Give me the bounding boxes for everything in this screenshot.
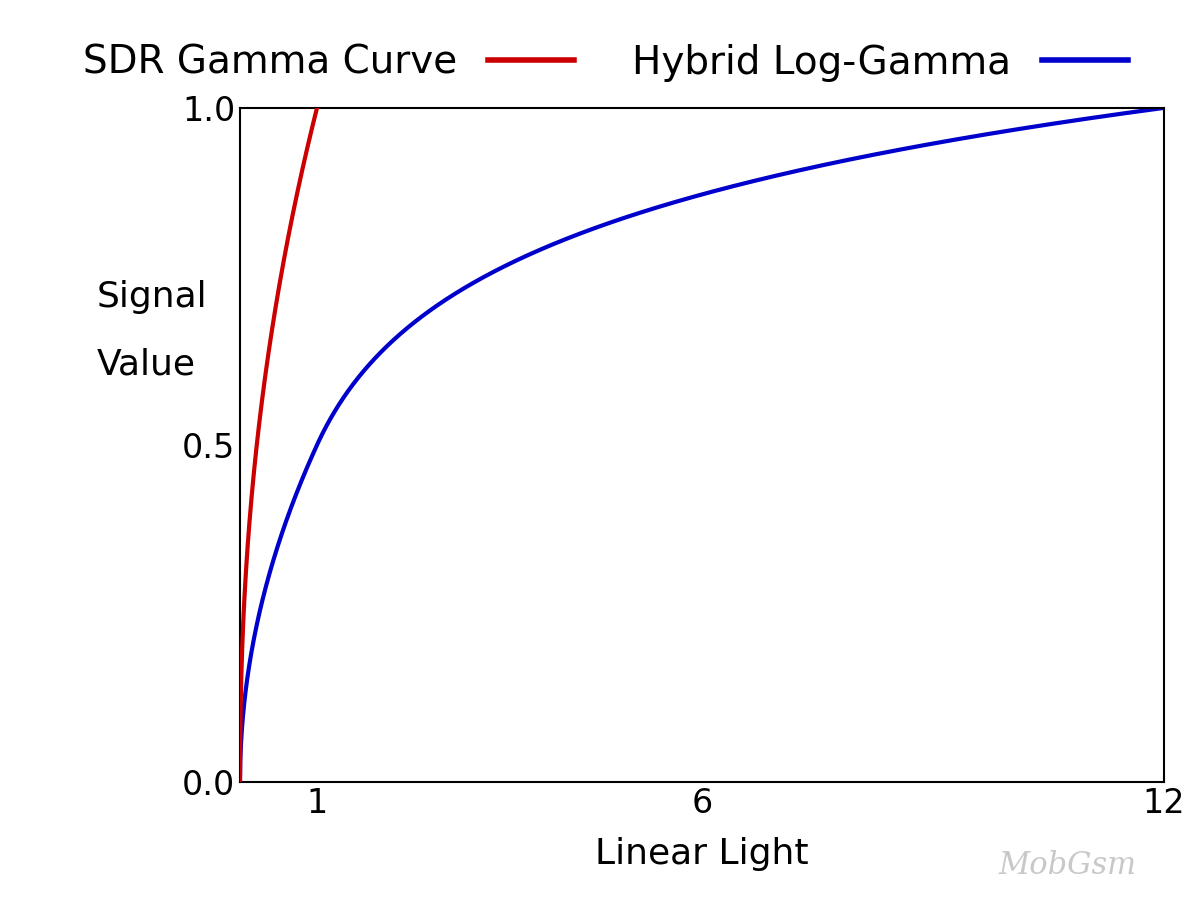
Text: MobGsm: MobGsm: [998, 850, 1136, 880]
Text: Signal: Signal: [97, 280, 208, 314]
Text: Value: Value: [97, 347, 196, 381]
X-axis label: Linear Light: Linear Light: [595, 837, 809, 870]
Legend: SDR Gamma Curve, Hybrid Log-Gamma: SDR Gamma Curve, Hybrid Log-Gamma: [67, 29, 1144, 98]
